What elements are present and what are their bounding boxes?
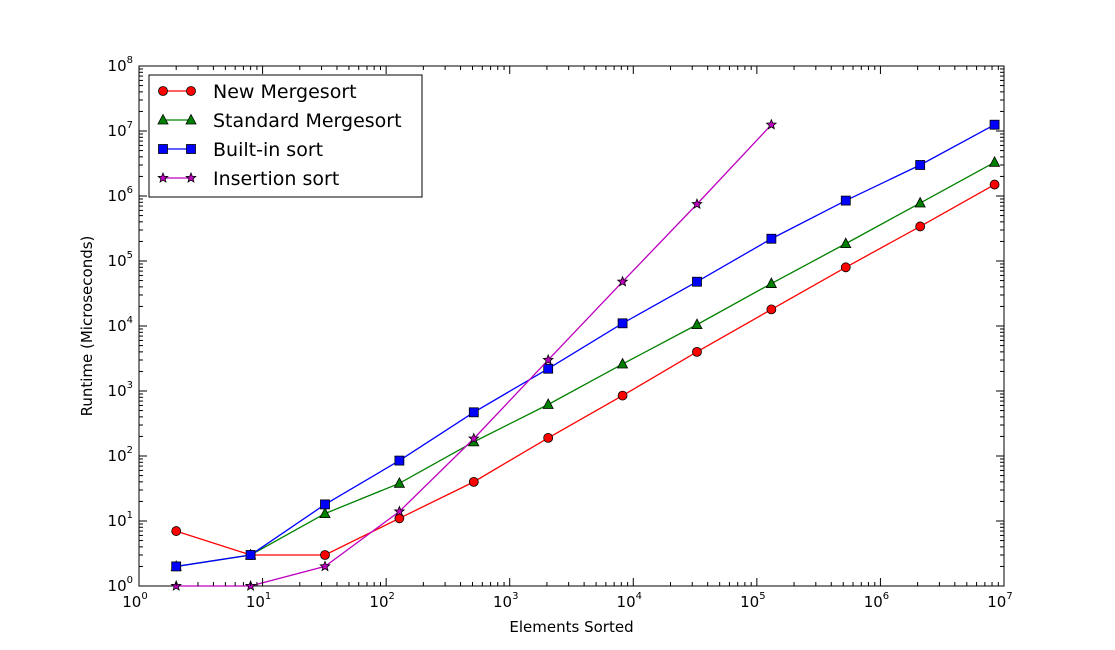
data-point xyxy=(765,118,778,130)
legend: New Mergesort Standard Mergesort Built-in … xyxy=(148,74,423,198)
x-tick-label: 102 xyxy=(369,591,394,611)
data-point xyxy=(542,353,554,365)
data-point xyxy=(617,318,628,329)
y-tick-label: 104 xyxy=(108,315,133,335)
series-line xyxy=(176,183,995,556)
data-point xyxy=(766,233,777,244)
legend-marker xyxy=(157,171,169,183)
y-axis-label: Runtime (Microseconds) xyxy=(78,236,96,417)
data-point xyxy=(915,160,926,170)
legend-marker xyxy=(185,113,197,125)
x-tick-label: 104 xyxy=(617,591,642,611)
data-point xyxy=(468,407,479,418)
y-tick-label: 107 xyxy=(108,120,133,140)
x-tick-label: 105 xyxy=(740,591,765,611)
x-tick-label: 100 xyxy=(122,591,147,611)
legend-marker xyxy=(158,86,168,96)
legend-label: Standard Mergesort xyxy=(213,110,402,132)
data-point xyxy=(171,561,182,572)
y-tick-label: 103 xyxy=(108,380,133,400)
data-point xyxy=(840,237,852,249)
legend-label: New Mergesort xyxy=(213,81,357,103)
data-point xyxy=(915,221,926,232)
series-layer xyxy=(170,118,1001,591)
tick-layer: 100 101 102 103 104 105 106 107 100 101 102 103 104 1… xyxy=(108,55,1013,611)
y-tick-label: 100 xyxy=(108,575,133,595)
data-point xyxy=(468,476,479,487)
series-line xyxy=(176,161,995,568)
legend-entry: Standard Mergesort xyxy=(157,110,402,132)
data-point xyxy=(989,119,1000,130)
y-tick-label: 105 xyxy=(108,250,133,270)
data-point xyxy=(765,277,778,288)
data-point xyxy=(245,550,256,560)
series-line xyxy=(176,124,995,568)
data-point xyxy=(692,346,702,357)
x-tick-label: 103 xyxy=(493,591,518,611)
series-2 xyxy=(171,119,1000,572)
data-point xyxy=(320,499,330,510)
data-point xyxy=(914,196,926,208)
data-point xyxy=(543,432,554,443)
y-tick-label: 101 xyxy=(108,510,133,530)
x-tick-label: 101 xyxy=(246,591,271,611)
data-point xyxy=(542,398,554,409)
x-axis-label: Elements Sorted xyxy=(509,618,633,636)
data-point xyxy=(691,198,703,210)
data-point xyxy=(692,276,702,287)
legend-entry: New Mergesort xyxy=(158,81,357,103)
data-point xyxy=(394,455,405,466)
x-tick-label: 107 xyxy=(987,591,1012,611)
data-point xyxy=(468,432,480,444)
data-point xyxy=(319,560,331,572)
data-point xyxy=(543,363,554,374)
y-tick-label: 106 xyxy=(108,185,133,205)
data-point xyxy=(989,179,1000,190)
data-point xyxy=(616,357,629,369)
legend-entry: Built-in sort xyxy=(158,139,323,161)
legend-marker xyxy=(185,171,197,183)
legend-marker xyxy=(186,86,196,96)
legend-entries: New Mergesort Standard Mergesort Built-in … xyxy=(157,81,402,190)
legend-marker xyxy=(157,113,169,125)
legend-entry: Insertion sort xyxy=(157,168,339,190)
legend-label: Insertion sort xyxy=(213,168,339,190)
data-point xyxy=(319,507,331,518)
data-point xyxy=(171,526,182,536)
data-point xyxy=(840,195,851,206)
x-tick-label: 106 xyxy=(864,591,889,611)
legend-label: Built-in sort xyxy=(213,139,323,161)
legend-marker xyxy=(158,144,168,154)
data-point xyxy=(691,318,703,330)
y-tick-label: 108 xyxy=(108,55,133,75)
data-point xyxy=(617,390,628,401)
legend-marker xyxy=(186,144,196,154)
data-point xyxy=(393,476,406,488)
data-point xyxy=(320,550,330,560)
data-point xyxy=(393,505,406,517)
data-point xyxy=(766,304,777,315)
data-point xyxy=(616,275,629,287)
data-point xyxy=(988,155,1001,167)
y-tick-label: 102 xyxy=(108,445,133,465)
data-point xyxy=(840,262,851,273)
series-3 xyxy=(170,118,778,591)
